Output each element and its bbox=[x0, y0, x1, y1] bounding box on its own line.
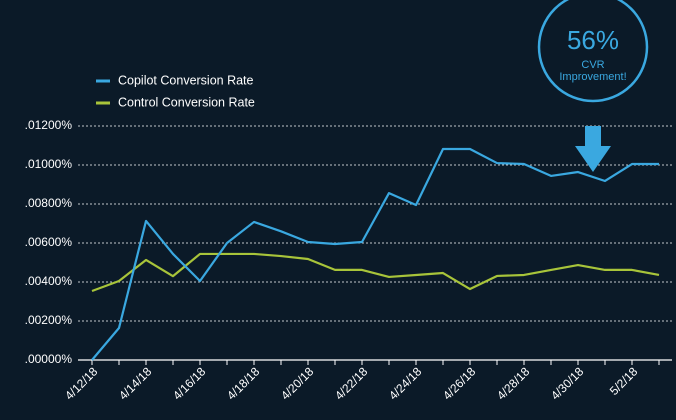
series-line bbox=[91, 147, 659, 361]
y-tick-label: .00600% bbox=[25, 235, 73, 249]
annotation-text: CVR bbox=[581, 59, 604, 71]
y-tick-label: .00200% bbox=[25, 313, 73, 327]
y-tick-label: .00400% bbox=[25, 274, 73, 288]
series-line bbox=[91, 252, 660, 293]
annotation-headline: 56% bbox=[567, 25, 619, 55]
y-tick-label: .01000% bbox=[25, 157, 73, 171]
annotation-arrow bbox=[575, 126, 611, 172]
y-tick-label: .01200% bbox=[25, 118, 73, 132]
legend-label: Copilot Conversion Rate bbox=[118, 73, 254, 87]
y-tick-label: .00800% bbox=[25, 196, 73, 210]
annotation-circle bbox=[537, 0, 649, 103]
y-tick-label: .00000% bbox=[25, 352, 73, 366]
annotation-text: Improvement! bbox=[559, 71, 626, 83]
legend-label: Control Conversion Rate bbox=[118, 95, 255, 109]
